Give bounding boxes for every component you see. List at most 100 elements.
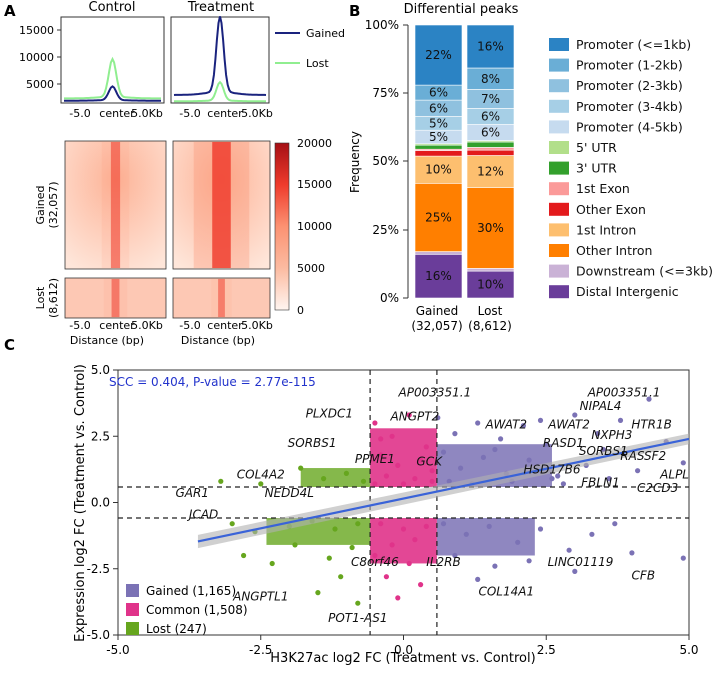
stacked-bars: 16%25%10%5%5%6%22%10%30%12%6%6%7%8%16%6% [414,24,515,299]
scatter-point [475,576,481,583]
bar-legend-swatch [549,182,569,196]
panel-b-label: B [349,2,360,20]
x-tick-label: -2.5 [249,643,272,657]
scatter-point [389,542,395,548]
profile-ytick: 10000 [19,51,54,64]
gene-label: ANGPTL1 [232,590,288,604]
scatter-point [429,468,435,474]
scatter-point [418,582,424,588]
legend-label-gained: Gained [306,27,345,40]
profile-ytick: 5000 [26,78,54,91]
scatter-point [321,476,327,482]
gene-label: GAR1 [175,486,208,500]
scatter-point [572,568,578,575]
gene-label: JCAD [187,507,218,521]
bar-segment-1st-intron [466,155,515,188]
bar-ytick: 25% [372,223,399,237]
heatmap-xtick: center [207,319,243,332]
bar-segment-1st-intron [414,155,463,184]
scatter-point [418,457,424,463]
scatter-point [349,544,355,551]
scatter-point [520,423,527,429]
profile-legend: Gained Lost [275,27,345,70]
bar-segment-downstream-3kb- [466,268,515,272]
bar-segment-other-intron [414,183,463,252]
legend-swatch-lost [126,622,139,635]
legend-text-lost: Lost (247) [146,622,207,636]
bar-legend-label: Promoter (4-5kb) [576,119,683,134]
scatter-point [595,431,601,437]
heatmap-xtick: center [99,319,135,332]
gene-label: COL14A1 [478,584,534,598]
profile-xtick: -5.0 [69,107,90,120]
panel-a-label: A [4,2,16,20]
colorbar-tick: 5000 [297,262,325,275]
x-tick-label: 5.0 [679,643,698,657]
bar-legend-swatch [549,58,569,72]
bar-category-label: Gained [416,304,459,318]
scatter-point [617,417,624,423]
bar-legend-label: Promoter (2-3kb) [576,78,683,93]
bar-ytick: 100% [365,18,399,32]
scatter-point [218,478,224,484]
colorbar-scale [274,142,290,311]
bar-legend-label: 5' UTR [576,140,617,155]
scatter-point [400,481,407,487]
density-lost-up [300,468,371,487]
scatter-point [258,481,264,487]
profile-yaxis: 15000 10000 5000 [19,24,61,91]
bar-segment-label: 6% [481,126,500,140]
bar-segment-label: 10% [477,278,504,292]
scatter-point [389,433,395,439]
scatter-point [412,537,418,543]
scatter-point [555,473,561,479]
scatter-point [646,396,652,402]
heatmap-xlabel-treatment: Distance (bp) [181,334,255,347]
scatter-point [229,521,235,527]
bar-segment-3-utr [414,144,463,150]
bar-category-count: (8,612) [468,319,512,333]
bar-legend-swatch [549,99,569,113]
gene-label: NEDD4L [265,486,314,500]
bar-xaxis: Gained (32,057) Lost (8,612) [411,304,512,333]
colorbar-tick: 20000 [297,137,332,150]
scatter-point [612,521,618,527]
heatmap-streak-gained-control [110,142,121,268]
bar-segment-label: 7% [481,92,500,106]
scatter-point [680,460,686,466]
scatter-point [629,550,635,556]
y-tick-label: 5.0 [91,363,110,377]
scatter-point [372,420,378,426]
bar-segment-1st-exon [466,147,515,151]
scatter-point [298,465,304,471]
scatter-point [492,446,498,453]
gene-label: PLXDC1 [306,407,353,421]
bar-legend-swatch [549,244,569,257]
scatter-point [332,526,338,532]
density-gained-down [436,518,535,556]
heatmap-streak-gained-treatment [212,142,231,268]
bar-segment-label: 16% [425,269,452,283]
bar-segment-label: 5% [429,130,448,144]
scatter-point [475,420,481,426]
bar-legend-label: 3' UTR [576,161,617,176]
scatter-point [406,560,412,567]
gene-label: AWAT2 [547,417,590,431]
scatter-point [600,446,606,453]
gene-label: ALPL [659,468,689,482]
gene-label: LINC01119 [548,555,614,569]
scatter-point [515,539,521,545]
scatter-xlabel: H3K27ac log2 FC (Treatment vs. Control) [270,651,535,666]
bar-segment-other-exon [414,150,463,157]
bar-legend-swatch [549,264,569,278]
heatmap-streak-lost-control [111,279,120,317]
bar-segment-label: 10% [425,163,452,177]
gene-label: HTR1B [631,417,672,431]
scatter-point [635,468,641,474]
scatter-point [378,521,384,527]
gene-label: FBLN1 [581,476,619,490]
scatter-point [537,417,544,423]
gene-label: GCK [416,454,443,468]
bar-segment-3-utr [466,141,515,148]
scatter-point [400,526,407,532]
